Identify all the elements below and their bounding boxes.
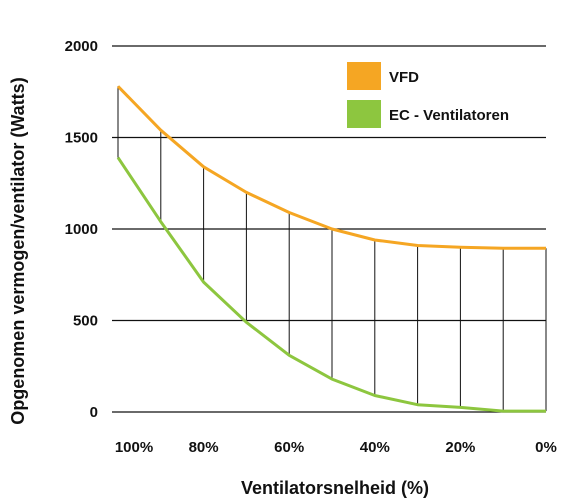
x-axis-title: Ventilatorsnelheid (%): [241, 478, 429, 498]
series-line-0: [116, 85, 546, 250]
x-tick-label: 80%: [189, 439, 219, 456]
y-tick-label: 500: [73, 313, 98, 330]
x-tick-label: 0%: [535, 439, 557, 456]
legend-swatch: [347, 100, 381, 128]
x-axis-ticks: 100% 80% 60% 40% 20% 0%: [115, 439, 557, 456]
series-lines: [116, 85, 546, 413]
y-axis-title: Opgenomen vermogen/ventilator (Watts): [8, 77, 28, 424]
y-tick-label: 2000: [65, 38, 98, 55]
x-tick-label: 60%: [274, 439, 304, 456]
y-tick-label: 0: [90, 404, 98, 421]
y-axis-ticks: 0 500 1000 1500 2000: [65, 38, 98, 421]
x-tick-label: 40%: [360, 439, 390, 456]
y-tick-label: 1000: [65, 221, 98, 238]
legend-swatch: [347, 62, 381, 90]
difference-lines: [117, 86, 547, 412]
legend: VFD EC - Ventilatoren: [347, 62, 509, 128]
y-tick-label: 1500: [65, 130, 98, 147]
x-tick-label: 20%: [445, 439, 475, 456]
series-line-1: [116, 156, 546, 413]
legend-label: EC - Ventilatoren: [389, 107, 509, 124]
legend-label: VFD: [389, 69, 419, 86]
x-tick-label: 100%: [115, 439, 153, 456]
